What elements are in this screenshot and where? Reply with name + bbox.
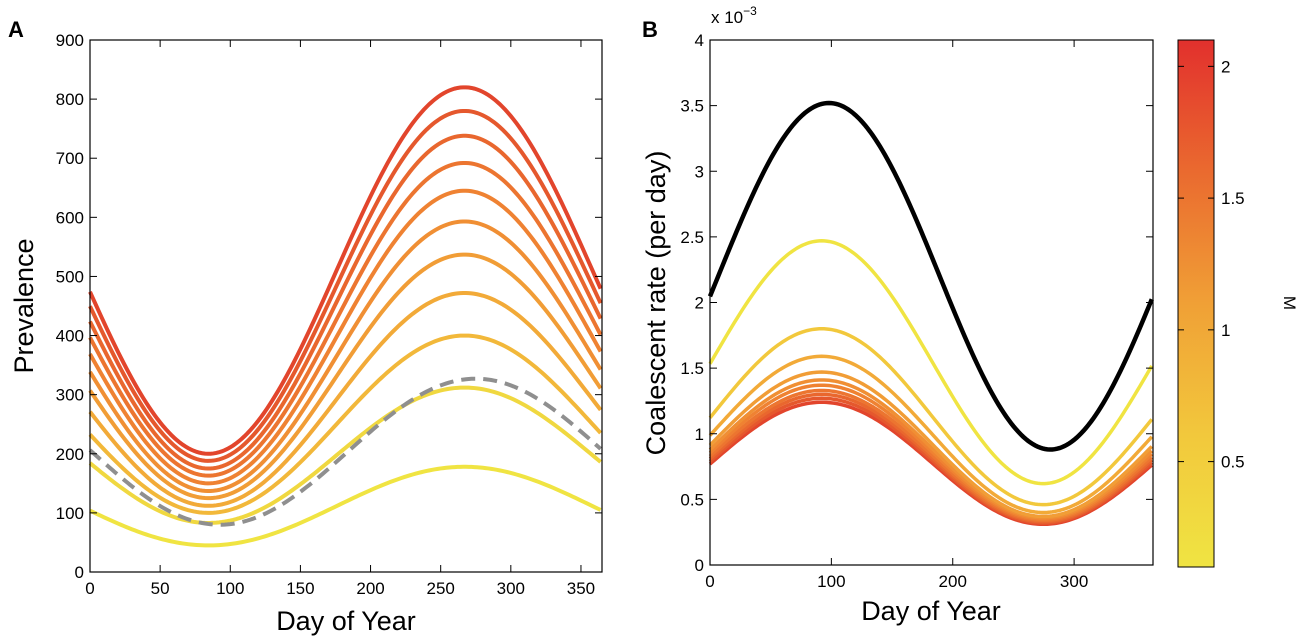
panel-b-y-tick-label: 2 [695, 294, 704, 313]
colorbar-tick-label: 1 [1221, 321, 1230, 340]
panel-a-x-axis-label: Day of Year [276, 606, 416, 636]
panel-b-x-tick-label: 0 [705, 572, 714, 591]
panel-b-exponent-label: x 10−3 [711, 4, 757, 27]
panel-b-lines [707, 100, 1154, 527]
panel-a-y-tick-label: 100 [56, 504, 84, 523]
panel-a-x-tick-label: 200 [356, 579, 384, 598]
panel-a-x-tick-label: 150 [286, 579, 314, 598]
colorbar: 0.5 1 1.5 2 M [1177, 39, 1297, 568]
panel-a-y-axis-label: Prevalence [9, 238, 39, 373]
panel-a-series-line [89, 464, 602, 548]
panel-b-y-tick-label: 0.5 [680, 490, 704, 509]
panel-a-y-tick-label: 400 [56, 327, 84, 346]
panel-a-series-line [88, 108, 603, 463]
panel-a-x-tick-label: 300 [497, 579, 525, 598]
panel-b-y-tick-label: 0 [695, 556, 704, 575]
panel-a-series-line [88, 133, 603, 471]
panel-b-x-ticks: 0 100 200 300 [705, 40, 1088, 591]
panel-a-y-tick-label: 700 [56, 149, 84, 168]
panel-a-x-ticks: 0 50 100 150 200 250 300 350 [85, 40, 595, 598]
panel-a-y-tick-label: 800 [56, 90, 84, 109]
panel-a-y-tick-label: 200 [56, 445, 84, 464]
colorbar-tick-label: 2 [1221, 57, 1230, 76]
panel-b-x-axis-label: Day of Year [861, 596, 1001, 626]
panel-a-label: A [8, 17, 24, 42]
panel-b-series-line [708, 370, 1154, 519]
colorbar-label: M [1280, 296, 1297, 310]
panel-b-series-line [708, 239, 1154, 486]
panel-a-y-tick-label: 600 [56, 208, 84, 227]
panel-a-x-tick-label: 0 [85, 579, 94, 598]
panel-b-x-tick-label: 100 [817, 572, 845, 591]
panel-a-x-tick-label: 100 [216, 579, 244, 598]
panel-b-series-line [708, 354, 1154, 515]
panel-b-y-tick-label: 4 [695, 31, 704, 50]
panel-b-axes-box [709, 39, 1154, 566]
panel-a-x-tick-label: 350 [567, 579, 595, 598]
panel-a-axes-box [89, 39, 603, 573]
panel-b-total-series-line [707, 100, 1154, 452]
panel-a-x-tick-label: 50 [151, 579, 170, 598]
panel-a-series-line [88, 160, 603, 478]
exponent-power: −3 [743, 4, 757, 18]
panel-b-y-ticks: 0 0.5 1 1.5 2 2.5 3 3.5 4 [680, 31, 1153, 575]
panel-a-lines [88, 85, 603, 548]
panel-a-x-tick-label: 250 [426, 579, 454, 598]
colorbar-tick-label: 0.5 [1221, 453, 1245, 472]
panel-a-series-line [88, 219, 603, 494]
panel-b-y-tick-label: 2.5 [680, 228, 704, 247]
panel-b: B x 10−3 0 100 200 300 0 0.5 1 1.5 2 2.5 3 3.5 4 Da… [641, 4, 1154, 626]
panel-a-y-tick-label: 300 [56, 386, 84, 405]
panel-b-series-line [708, 326, 1154, 507]
panel-a-y-tick-label: 500 [56, 267, 84, 286]
panel-a-series-line [88, 385, 602, 525]
panel-a: A 0 50 100 150 200 250 300 350 0 100 200 300 400 500… [8, 17, 603, 636]
panel-a-series-line [88, 252, 603, 501]
panel-a-series-line [88, 291, 603, 508]
colorbar-gradient [1177, 39, 1215, 568]
panel-b-y-tick-label: 1.5 [680, 359, 704, 378]
panel-a-series-line [88, 333, 603, 515]
panel-a-y-tick-label: 0 [75, 563, 84, 582]
panel-a-series-line [88, 188, 603, 486]
panel-a-y-tick-label: 900 [56, 31, 84, 50]
panel-a-y-ticks: 0 100 200 300 400 500 600 700 800 900 [56, 31, 602, 582]
panel-b-x-tick-label: 300 [1060, 572, 1088, 591]
colorbar-ticks: 0.5 1 1.5 2 [1178, 57, 1245, 472]
panel-b-y-tick-label: 3 [695, 162, 704, 181]
panel-a-series-line [88, 85, 603, 456]
panel-a-dashed-series-line [88, 376, 602, 527]
colorbar-tick-label: 1.5 [1221, 189, 1245, 208]
panel-b-y-tick-label: 3.5 [680, 97, 704, 116]
exponent-base: x 10 [711, 8, 743, 27]
panel-b-x-tick-label: 200 [939, 572, 967, 591]
panel-b-y-tick-label: 1 [695, 425, 704, 444]
panel-b-label: B [642, 17, 658, 42]
panel-b-y-axis-label: Coalescent rate (per day) [641, 151, 671, 456]
